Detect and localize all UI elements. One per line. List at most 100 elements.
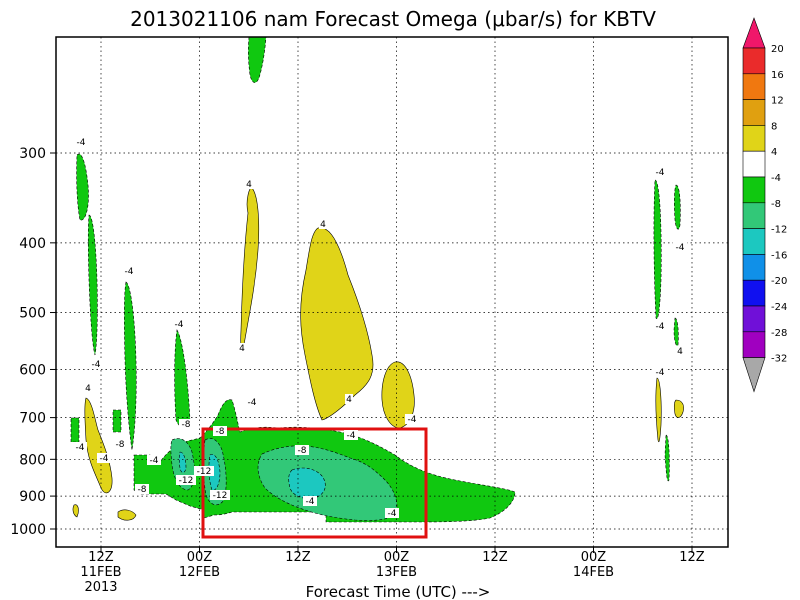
contour-fill-pos-4-f [72, 504, 79, 518]
x-tick-date-3: 13FEB [376, 565, 417, 580]
contour-label-20: 4 [346, 395, 352, 405]
contour-fill-neg-4-j [673, 317, 679, 346]
contour-label-11: 4 [239, 344, 245, 354]
contour-label-bg-4 [122, 266, 136, 276]
contour-fill-pos-4-b [300, 227, 374, 421]
contour-label-24: -4 [388, 509, 397, 519]
contour-label-bg-19 [319, 219, 327, 229]
contour-fill-neg-12-a [288, 467, 326, 499]
contour-fill-neg-4-g [112, 409, 122, 433]
contour-label-28: 4 [677, 347, 683, 357]
contour-label-14: -12 [197, 467, 212, 477]
contour-label-bg-5 [97, 453, 111, 463]
x-tick-label-1: 00Z [187, 550, 213, 565]
contour-label-bg-24 [385, 508, 399, 518]
contour-label-9: -12 [179, 476, 194, 486]
chart-title: 2013021106 nam Forecast Omega (μbar/s) f… [130, 7, 656, 31]
contour-label-10: 4 [246, 180, 252, 190]
contour-label-bg-15 [245, 397, 259, 407]
contour-label-bg-3 [73, 442, 87, 452]
colorbar-label-9: -20 [771, 276, 787, 287]
colorbar-label-2: 12 [771, 96, 784, 107]
contour-label-bg-17 [210, 490, 230, 500]
colorbar-label-7: -12 [771, 225, 787, 236]
x-tick-label-5: 00Z [581, 550, 607, 565]
x-tick-label-3: 00Z [384, 550, 410, 565]
x-tick-label-6: 12Z [679, 550, 705, 565]
contour-fill-neg-4-c [87, 214, 98, 356]
contour-label-26: -4 [676, 243, 685, 253]
contour-label-1: -4 [92, 360, 101, 370]
colorbar-label-11: -28 [771, 328, 787, 339]
x-tick-year-0: 2013 [84, 580, 117, 595]
contour-fill-neg-4-a [248, 36, 267, 83]
colorbar-cell-7 [742, 202, 766, 229]
contour-label-bg-8 [135, 484, 149, 494]
colorbar-label-3: 8 [771, 121, 777, 132]
colorbar-label-12: -32 [771, 354, 787, 365]
contour-label-bg-27 [653, 321, 667, 331]
contour-label-18: -8 [298, 446, 307, 456]
y-tick-label-600: 600 [19, 362, 46, 378]
contour-label-bg-25 [653, 167, 667, 177]
colorbar-label-5: -4 [771, 173, 781, 184]
colorbar-cap-top [742, 17, 766, 49]
x-tick-label-2: 12Z [285, 550, 311, 565]
colorbar-cell-2 [742, 73, 766, 100]
colorbar-cell-5 [742, 150, 766, 178]
contour-fill-neg-4-d [124, 281, 137, 451]
contour-fill-neg-4-k [664, 434, 670, 482]
colorbar: 20 16 12 8 4 -4 -8 -12 -16 -20 -24 -28 -32 [742, 17, 787, 393]
contour-label-bg-2 [84, 383, 92, 393]
colorbar-label-1: 16 [771, 70, 784, 81]
y-tick-label-900: 900 [19, 489, 46, 505]
plot-frame [55, 36, 729, 548]
contour-label-bg-28 [676, 346, 684, 356]
colorbar-label-4: 4 [771, 147, 777, 158]
contour-fill-neg-4-i [674, 184, 681, 230]
contour-label-bg-21 [405, 414, 419, 424]
colorbar-cell-10 [742, 279, 766, 307]
contour-fill-pos-4-h [674, 399, 684, 418]
contour-label-8: -8 [138, 485, 147, 495]
contour-fill-neg-4-h [653, 179, 662, 320]
contour-label-29: -4 [656, 368, 665, 378]
contour-label-bg-6 [113, 439, 127, 449]
contour-label-12: -4 [175, 320, 184, 330]
contour-label-bg-0 [74, 137, 88, 147]
contour-label-5: -4 [100, 454, 109, 464]
contour-fill-neg-4-b [76, 153, 89, 221]
contour-label-bg-29 [653, 367, 667, 377]
contour-labels: -4 -4 4 -4 -4 -4 -8 -4 -8 -12 4 4 -4 -8 -12 -4 -8 -12 -8 4 4… [73, 137, 687, 519]
x-tick-label-4: 12Z [482, 550, 508, 565]
contour-label-16: -8 [216, 427, 225, 437]
contour-label-bg-7 [147, 455, 161, 465]
x-tick-date-5: 14FEB [573, 565, 614, 580]
contour-label-17: -12 [213, 491, 228, 501]
contour-fill-neg-12-c [178, 451, 187, 473]
y-tick-label-400: 400 [19, 236, 46, 252]
contour-label-bg-16 [213, 426, 227, 436]
x-axis-label: Forecast Time (UTC) ---> [306, 583, 491, 600]
contour-label-13: -8 [182, 420, 191, 430]
contour-label-bg-9 [176, 475, 196, 485]
contour-label-bg-1 [89, 359, 103, 369]
colorbar-label-10: -24 [771, 302, 787, 313]
colorbar-cell-1 [742, 47, 766, 75]
contour-label-2: 4 [85, 384, 91, 394]
contour-label-25: -4 [656, 168, 665, 178]
contour-label-bg-14 [194, 466, 214, 476]
colorbar-cap-bottom [742, 357, 766, 393]
contour-label-0: -4 [77, 138, 86, 148]
contour-label-27: -4 [656, 322, 665, 332]
contour-label-15: -4 [248, 398, 257, 408]
contour-label-bg-23 [303, 496, 317, 506]
contour-fill-pos-4-e [117, 509, 137, 521]
x-tick-label-0: 12Z [88, 550, 114, 565]
y-axis: 300 400 500 600 700 800 900 1000 [10, 146, 56, 538]
contour-label-23: -4 [306, 497, 315, 507]
x-tick-date-0: 11FEB [80, 565, 121, 580]
colorbar-label-6: -8 [771, 199, 781, 210]
